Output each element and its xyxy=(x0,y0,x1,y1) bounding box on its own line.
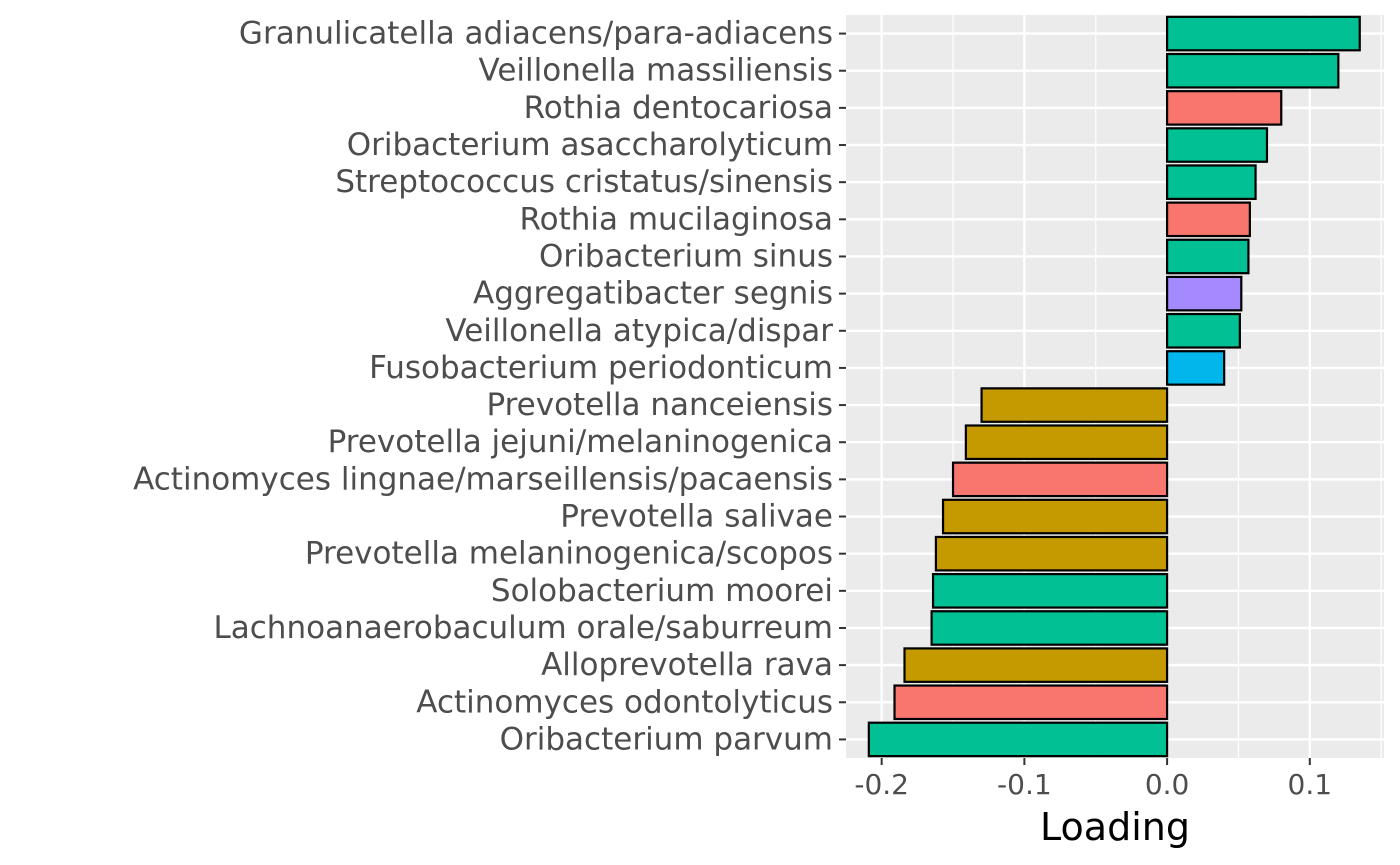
bar xyxy=(1165,127,1269,163)
y-tick-label: Veillonella atypica/dispar xyxy=(445,313,833,349)
y-tick-label: Alloprevotella rava xyxy=(541,647,833,683)
y-tick-label: Rothia dentocariosa xyxy=(524,90,833,126)
bar xyxy=(903,647,1169,683)
bar xyxy=(1165,275,1243,312)
bar xyxy=(1165,201,1251,238)
bar xyxy=(951,461,1169,498)
bar xyxy=(1165,90,1283,126)
bar xyxy=(1165,15,1361,52)
y-tick-label: Prevotella nanceiensis xyxy=(486,387,833,423)
x-axis: -0.2 -0.1 0.0 0.1 xyxy=(854,758,1332,801)
y-tick-label: Oribacterium sinus xyxy=(539,238,833,274)
bar xyxy=(941,498,1169,535)
y-tick-label: Lachnoanaerobaculum orale/saburreum xyxy=(214,610,834,646)
y-tick-label: Veillonella massiliensis xyxy=(479,53,833,89)
bar xyxy=(1165,164,1257,200)
y-tick-label: Actinomyces lingnae/marseillensis/pacaen… xyxy=(133,461,833,497)
y-tick-label: Granulicatella adiacens/para-adiacens xyxy=(239,16,833,52)
bar xyxy=(1165,238,1250,275)
y-tick-label: Aggregatibacter segnis xyxy=(473,276,833,312)
y-tick-label: Prevotella jejuni/melaninogenica xyxy=(328,424,833,460)
bar xyxy=(867,721,1169,758)
y-tick-label: Oribacterium parvum xyxy=(500,721,833,757)
bar xyxy=(893,684,1169,721)
y-tick-label: Prevotella melaninogenica/scopos xyxy=(305,536,833,572)
bar xyxy=(1165,312,1241,349)
bars xyxy=(867,15,1361,758)
bar xyxy=(964,424,1169,461)
y-tick-label: Prevotella salivae xyxy=(560,499,833,535)
bar xyxy=(1165,350,1226,386)
bar xyxy=(934,535,1169,572)
x-tick-label: 0.0 xyxy=(1145,768,1190,801)
y-tick-label: Fusobacterium periodonticum xyxy=(369,350,833,386)
bar xyxy=(931,573,1169,609)
x-tick-label: 0.1 xyxy=(1288,768,1333,801)
y-tick-label: Rothia mucilaginosa xyxy=(519,201,833,237)
bar xyxy=(980,387,1169,423)
x-axis-title: Loading xyxy=(1040,805,1190,849)
bar xyxy=(1165,52,1340,89)
y-axis: Granulicatella adiacens/para-adiacensVei… xyxy=(133,16,846,757)
y-tick-label: Actinomyces odontolyticus xyxy=(416,684,833,720)
y-tick-label: Oribacterium asaccharolyticum xyxy=(347,127,833,163)
x-tick-label: -0.1 xyxy=(997,768,1052,801)
plot-panel xyxy=(846,15,1384,758)
y-tick-label: Solobacterium moorei xyxy=(491,573,833,609)
x-tick-label: -0.2 xyxy=(854,768,909,801)
bar xyxy=(930,610,1169,646)
y-tick-label: Streptococcus cristatus/sinensis xyxy=(335,164,833,200)
